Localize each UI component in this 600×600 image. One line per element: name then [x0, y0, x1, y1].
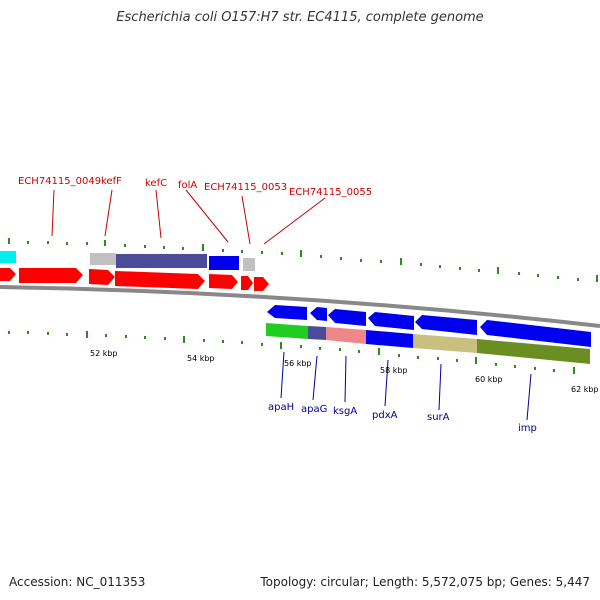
- gene-label-apag[interactable]: apaG: [301, 404, 327, 415]
- gene-label-ech74115-0049[interactable]: ECH74115_0049: [18, 176, 101, 187]
- bottom-leader-lines: [280, 351, 532, 421]
- scale-label-58kbp: 58 kbp: [380, 366, 408, 375]
- inner-scale-ticks: [8, 331, 575, 374]
- gene-label-keff[interactable]: kefF: [101, 176, 122, 187]
- accession-text: Accession: NC_011353: [9, 575, 146, 589]
- top-leader-lines: [51, 189, 326, 245]
- genome-title: Escherichia coli O157:H7 str. EC4115, co…: [116, 10, 484, 25]
- gene-label-imp[interactable]: imp: [518, 423, 537, 434]
- gene-label-kefc[interactable]: kefC: [145, 178, 167, 189]
- gene-label-ksga[interactable]: ksgA: [333, 406, 357, 417]
- genome-backbone: [0, 285, 600, 328]
- outer-scale-ticks: [8, 238, 598, 282]
- gene-label-sura[interactable]: surA: [427, 412, 450, 423]
- reverse-cds-arrows: [267, 305, 591, 347]
- gene-band-forward: [0, 251, 255, 271]
- scale-label-52kbp: 52 kbp: [90, 349, 118, 358]
- scale-label-60kbp: 60 kbp: [475, 375, 503, 384]
- gene-band-reverse: [266, 323, 590, 364]
- gene-label-apah[interactable]: apaH: [268, 402, 294, 413]
- scale-label-54kbp: 54 kbp: [187, 354, 215, 363]
- gene-label-ech74115-0053[interactable]: ECH74115_0053: [204, 182, 287, 193]
- gene-label-fola[interactable]: folA: [178, 180, 197, 191]
- gene-label-pdxa[interactable]: pdxA: [372, 410, 398, 421]
- genome-summary-text: Topology: circular; Length: 5,572,075 bp…: [260, 575, 590, 589]
- scale-label-56kbp: 56 kbp: [284, 359, 312, 368]
- forward-cds-arrows: [0, 268, 269, 291]
- gene-label-ech74115-0055[interactable]: ECH74115_0055: [289, 187, 372, 198]
- scale-label-62kbp: 62 kbp: [571, 385, 599, 394]
